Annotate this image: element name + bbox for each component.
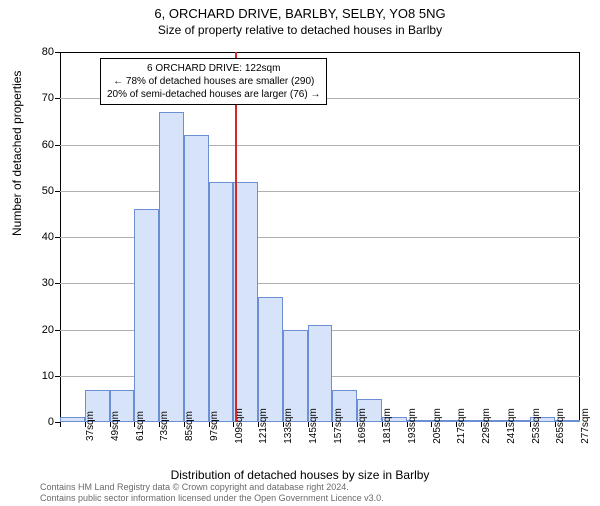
ytick-label: 50 (42, 185, 54, 197)
reference-line (235, 52, 237, 422)
annotation-line: ← 78% of detached houses are smaller (29… (107, 75, 320, 88)
histogram-bar (209, 182, 234, 423)
chart-subtitle: Size of property relative to detached ho… (0, 23, 600, 37)
grid-line (60, 145, 580, 146)
x-axis-label: Distribution of detached houses by size … (0, 468, 600, 482)
ytick-label: 70 (42, 92, 54, 104)
ytick-label: 20 (42, 324, 54, 336)
histogram-bar (258, 297, 283, 422)
grid-line (60, 191, 580, 192)
annotation-box: 6 ORCHARD DRIVE: 122sqm← 78% of detached… (100, 58, 327, 105)
ytick-label: 80 (42, 46, 54, 58)
histogram-bar (134, 209, 159, 422)
footnote-line-1: Contains HM Land Registry data © Crown c… (40, 482, 384, 493)
annotation-line: 6 ORCHARD DRIVE: 122sqm (107, 62, 320, 75)
histogram-bar (159, 112, 184, 422)
footnote-line-2: Contains public sector information licen… (40, 493, 384, 504)
annotation-line: 20% of semi-detached houses are larger (… (107, 88, 320, 101)
xtick-label: 277sqm (545, 408, 591, 444)
ytick-label: 60 (42, 139, 54, 151)
histogram-bar (184, 135, 209, 422)
ytick-label: 30 (42, 277, 54, 289)
footnote: Contains HM Land Registry data © Crown c… (40, 482, 384, 504)
ytick-label: 10 (42, 370, 54, 382)
chart-title: 6, ORCHARD DRIVE, BARLBY, SELBY, YO8 5NG (0, 6, 600, 21)
plot-area: 0102030405060708037sqm49sqm61sqm73sqm85s… (60, 52, 580, 422)
ytick-label: 40 (42, 231, 54, 243)
y-axis-label: Number of detached properties (10, 71, 24, 236)
